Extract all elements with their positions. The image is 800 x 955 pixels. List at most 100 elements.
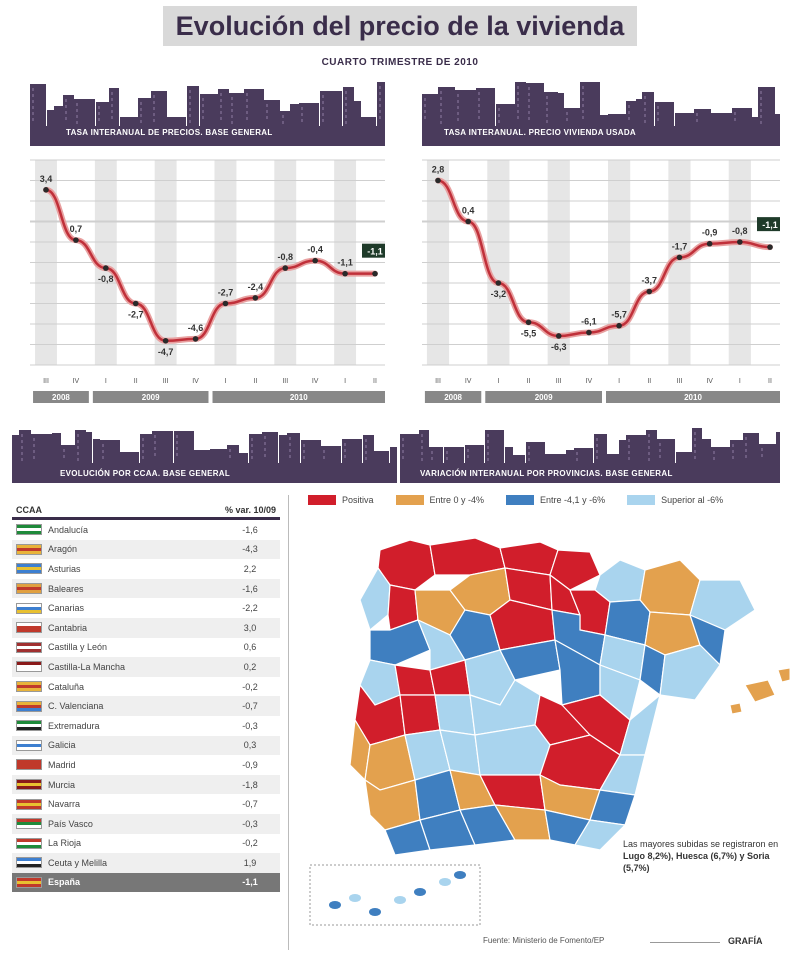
table-header-var: % var. 10/09 [224, 505, 276, 515]
skyline-window [431, 457, 433, 460]
skyline-window [176, 435, 178, 438]
skyline-building [151, 91, 167, 127]
skyline-building [120, 117, 138, 127]
province-shape [549, 549, 601, 591]
region-flag-icon [16, 543, 42, 555]
skyline-building [361, 117, 376, 127]
skyline-window [421, 446, 423, 449]
skyline-window [251, 456, 253, 459]
skyline-window [517, 104, 519, 107]
skyline-window [32, 106, 34, 109]
skyline-window [628, 439, 630, 442]
skyline-building [321, 446, 341, 464]
region-name: Cataluña [48, 681, 85, 692]
region-value: -1,1 [242, 877, 258, 888]
skyline-window [323, 450, 325, 453]
skyline-building [455, 90, 476, 127]
x-tick-label: I [739, 378, 741, 385]
province-shape [574, 819, 627, 851]
skyline-window [220, 93, 222, 96]
skyline-building [526, 83, 544, 127]
skyline-window [431, 451, 433, 454]
skyline-window [231, 115, 233, 118]
skyline-window [140, 108, 142, 111]
skyline-window [644, 120, 646, 123]
skyline-window [402, 444, 404, 447]
year-label: 2008 [52, 393, 70, 402]
x-tick-label: III [282, 378, 288, 385]
skyline-window [154, 441, 156, 444]
skyline-window [365, 457, 367, 460]
skyline-window [657, 106, 659, 109]
skyline-window [153, 101, 155, 104]
region-flag-icon [16, 661, 42, 673]
skyline-building [287, 433, 300, 464]
skyline-window [153, 107, 155, 110]
skyline-building [174, 431, 194, 464]
skyline-window [424, 98, 426, 101]
banner-band [12, 463, 397, 483]
map-note: Las mayores subidas se registraron en Lu… [623, 838, 783, 874]
skyline-window [189, 96, 191, 99]
region-value: -0,9 [242, 759, 258, 770]
skyline-window [98, 106, 100, 109]
skyline-building [711, 113, 732, 127]
data-point [312, 257, 318, 264]
skyline-window [528, 452, 530, 455]
map-note-text: Las mayores subidas se registraron en [623, 839, 779, 849]
skyline-building [626, 435, 646, 464]
region-name: Galicia [48, 740, 76, 751]
skyline-window [528, 87, 530, 90]
skyline-building [194, 450, 210, 464]
region-flag-icon [16, 798, 42, 810]
x-tick-label: IV [312, 378, 319, 385]
skyline-building [776, 432, 780, 464]
table-row: Canarias -2,2 [12, 598, 280, 618]
skyline-window [528, 117, 530, 120]
skyline-window [421, 434, 423, 437]
skyline-window [644, 96, 646, 99]
table-row: Extremadura -0,3 [12, 716, 280, 736]
skyline-building [496, 104, 515, 127]
legend-swatch [506, 495, 535, 505]
data-point [435, 177, 441, 184]
skyline-window [659, 455, 661, 458]
highlight-label-box [757, 217, 780, 232]
skyline-building [280, 111, 290, 127]
skyline-window [546, 96, 548, 99]
x-tick-label: IV [73, 378, 80, 385]
province-shape [639, 559, 701, 616]
skyline-window [251, 438, 253, 441]
skyline-window [528, 446, 530, 449]
skyline-building [47, 110, 54, 127]
region-value: -1,6 [242, 583, 258, 594]
skyline-building [301, 440, 321, 464]
skyline-window [478, 116, 480, 119]
data-point [192, 336, 199, 342]
skyline-window [734, 112, 736, 115]
data-label: 0,4 [462, 206, 475, 216]
province-shape [394, 664, 436, 696]
skyline-window [517, 92, 519, 95]
skyline-building [444, 447, 464, 464]
data-point [103, 265, 109, 271]
skyline-window [142, 456, 144, 459]
skyline-building [12, 435, 19, 464]
skyline-building [218, 89, 229, 127]
data-point [495, 280, 502, 286]
skyline-building [152, 431, 173, 464]
skyline-window [111, 110, 113, 113]
table-row: Asturias 2,2 [12, 559, 280, 579]
data-point [646, 288, 653, 295]
skyline-building [515, 82, 526, 127]
skyline-window [696, 119, 698, 122]
year-label: 2010 [684, 393, 702, 402]
region-value: 0,6 [243, 642, 257, 653]
skyline-window [582, 86, 584, 89]
skyline-window [77, 440, 79, 443]
skyline-window [365, 451, 367, 454]
skyline-window [582, 92, 584, 95]
skyline-window [648, 452, 650, 455]
skyline-window [32, 94, 34, 97]
skyline-building [354, 101, 361, 127]
